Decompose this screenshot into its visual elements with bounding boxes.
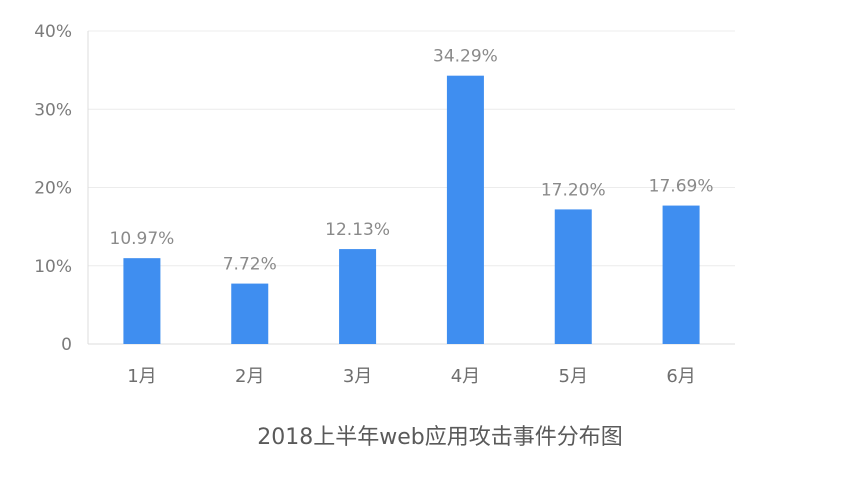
y-tick-label: 20% [34, 179, 72, 199]
y-tick-label: 10% [34, 257, 72, 277]
x-tick-label-4: 4月 [451, 366, 480, 387]
bar-3 [339, 249, 377, 344]
x-tick-label-2: 2月 [235, 366, 264, 387]
y-tick-label: 40% [34, 22, 72, 42]
x-axis-ticks: 1月 2月 3月 4月 5月 6月 [127, 366, 696, 387]
x-tick-label-6: 6月 [666, 366, 695, 387]
bar-5 [554, 209, 592, 344]
y-tick-label: 0 [61, 335, 72, 355]
chart-title: 2018上半年web应用攻击事件分布图 [257, 425, 622, 450]
bar-4 [446, 75, 484, 344]
data-label-5: 17.20% [541, 180, 606, 200]
data-label-3: 12.13% [325, 220, 390, 240]
gridlines [87, 30, 735, 345]
bar-2 [231, 283, 269, 344]
data-label-2: 7.72% [223, 255, 277, 275]
data-label-4: 34.29% [433, 47, 498, 67]
y-tick-label: 30% [34, 100, 72, 120]
y-axis-ticks: 0 10% 20% 30% 40% [34, 22, 72, 355]
data-labels: 10.97% 7.72% 12.13% 34.29% 17.20% 17.69% [110, 47, 714, 275]
bar-1 [123, 258, 161, 344]
bars [123, 75, 700, 344]
bar-6 [662, 205, 700, 344]
x-tick-label-3: 3月 [343, 366, 372, 387]
data-label-1: 10.97% [110, 229, 175, 249]
x-tick-label-5: 5月 [559, 366, 588, 387]
data-label-6: 17.69% [649, 177, 714, 197]
x-tick-label-1: 1月 [127, 366, 156, 387]
